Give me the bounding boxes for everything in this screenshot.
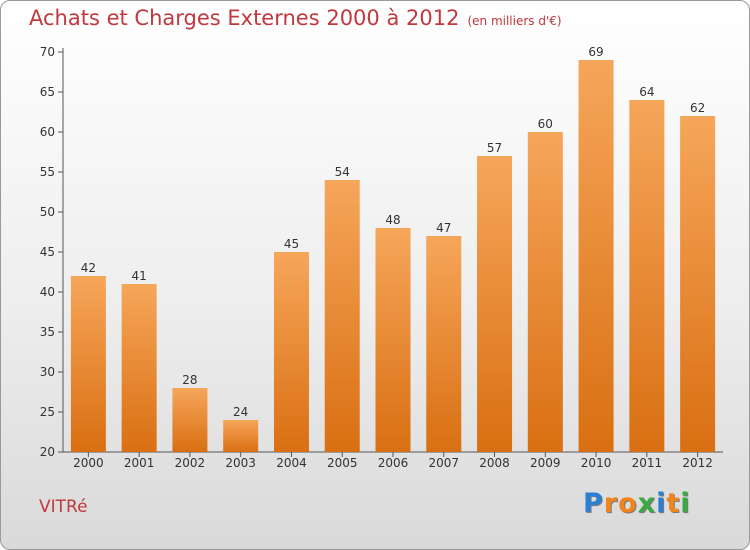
x-tick-label: 2006 [378,456,409,470]
y-tick-label: 60 [40,125,55,139]
x-tick-label: 2001 [124,456,155,470]
x-tick-label: 2000 [73,456,104,470]
x-tick-label: 2003 [225,456,256,470]
chart-subtitle: (en milliers d'€) [467,14,562,28]
logo-letter: i [680,488,691,519]
proxiti-logo[interactable]: Proxiti [583,488,691,519]
bar-value-label: 45 [284,237,299,251]
logo-letter: i [656,488,667,519]
bar [223,420,259,452]
bar-value-label: 62 [690,101,705,115]
x-tick-label: 2011 [632,456,663,470]
bar [680,116,716,452]
bar [477,156,513,452]
y-tick-label: 20 [40,445,55,459]
bar-value-label: 28 [182,373,197,387]
x-tick-label: 2008 [479,456,510,470]
bars: 42 41 28 24 45 54 48 47 57 60 69 64 62 [70,45,716,452]
y-tick-label: 25 [40,405,55,419]
y-tick-label: 50 [40,205,55,219]
y-tick-label: 65 [40,85,55,99]
bar-value-label: 69 [588,45,603,59]
x-tick-label: 2010 [581,456,612,470]
bar [172,388,208,452]
bar [324,180,360,452]
bar-value-label: 41 [132,269,147,283]
bar [578,60,614,452]
x-tick-label: 2005 [327,456,358,470]
bar-value-label: 64 [639,85,654,99]
y-axis: 20 25 30 35 40 45 50 55 60 65 70 [40,45,64,459]
bar-value-label: 57 [487,141,502,155]
bar-value-label: 42 [81,261,96,275]
y-tick-label: 30 [40,365,55,379]
logo-letter: r [603,488,619,519]
bar [121,284,157,452]
y-tick-label: 45 [40,245,55,259]
logo-letter: x [637,488,657,519]
bar [273,252,309,452]
logo-letter: t [666,488,681,519]
bar [527,132,563,452]
bar-value-label: 60 [538,117,553,131]
y-tick-label: 55 [40,165,55,179]
bar-value-label: 54 [335,165,350,179]
bar-value-label: 47 [436,221,451,235]
bar-value-label: 24 [233,405,248,419]
logo-letter: P [583,488,604,519]
y-tick-label: 35 [40,325,55,339]
commune-name: VITRé [39,497,88,517]
x-tick-label: 2004 [276,456,307,470]
bar [629,100,665,452]
y-tick-label: 40 [40,285,55,299]
bar [70,276,106,452]
bar [426,236,462,452]
x-tick-label: 2012 [682,456,713,470]
y-tick-label: 70 [40,45,55,59]
x-tick-label: 2007 [428,456,459,470]
bar-value-label: 48 [385,213,400,227]
logo-letter: o [618,488,638,519]
x-axis: 2000 2001 2002 2003 2004 2005 2006 2007 2008 2009… [63,451,723,470]
x-tick-label: 2002 [175,456,206,470]
chart-title: Achats et Charges Externes 2000 à 2012 (e… [29,6,562,30]
chart-title-text: Achats et Charges Externes 2000 à 2012 [29,6,460,30]
bar [375,228,411,452]
x-tick-label: 2009 [530,456,561,470]
